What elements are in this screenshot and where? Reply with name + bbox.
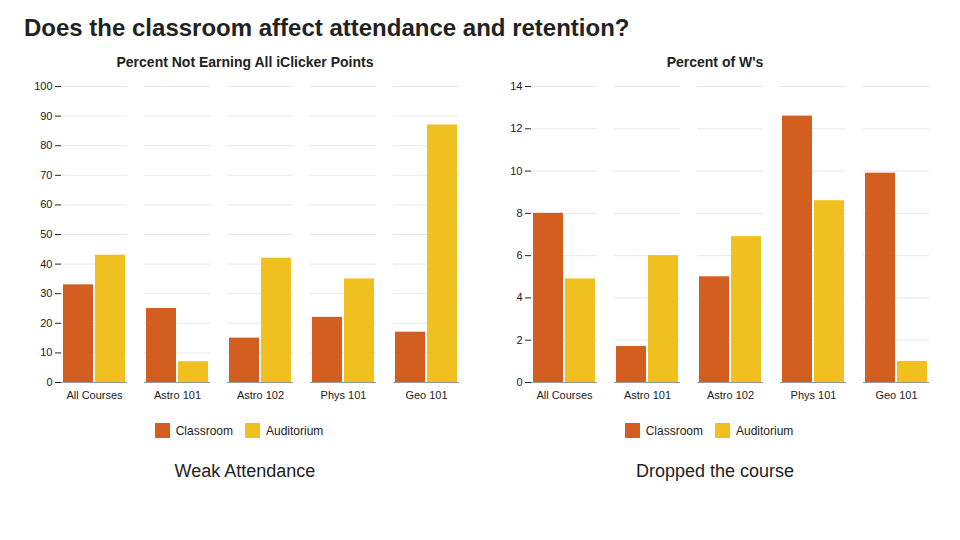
svg-text:2: 2 (516, 334, 522, 346)
svg-text:Geo 101: Geo 101 (875, 389, 917, 401)
html-text:Weak Attendance: Weak Attendance (174, 461, 316, 481)
svg-text:0: 0 (46, 376, 52, 388)
svg-text:10: 10 (510, 165, 522, 177)
html-text:Auditorium: Auditorium (266, 423, 324, 438)
svg-text:0: 0 (516, 376, 522, 388)
svg-text:50: 50 (40, 228, 52, 240)
svg-text:12: 12 (510, 122, 522, 134)
svg-text:Astro 102: Astro 102 (237, 389, 284, 401)
svg-text:Astro 102: Astro 102 (707, 389, 754, 401)
svg-text:70: 70 (40, 169, 52, 181)
svg-text:Astro 101: Astro 101 (154, 389, 201, 401)
html-text:Dropped the course: Dropped the course (635, 461, 794, 481)
html-text:Auditorium: Auditorium (736, 423, 794, 438)
svg-text:60: 60 (40, 198, 52, 210)
svg-text:80: 80 (40, 139, 52, 151)
svg-text:All Courses: All Courses (66, 389, 123, 401)
svg-text:100: 100 (34, 80, 52, 92)
svg-text:Geo 101: Geo 101 (405, 389, 447, 401)
svg-text:4: 4 (516, 291, 522, 303)
html-text:Percent Not Earning All iClick: Percent Not Earning All iClicker Points (116, 54, 374, 70)
html-text:Classroom: Classroom (645, 423, 703, 438)
svg-text:14: 14 (510, 80, 522, 92)
svg-text:20: 20 (40, 317, 52, 329)
html-text:Percent of W's: Percent of W's (666, 54, 764, 70)
svg-text:90: 90 (40, 110, 52, 122)
svg-text:Astro 101: Astro 101 (624, 389, 671, 401)
svg-text:8: 8 (516, 207, 522, 219)
html-text:Classroom: Classroom (175, 423, 233, 438)
svg-text:Phys 101: Phys 101 (791, 389, 837, 401)
html-text:Does the classroom affect atte: Does the classroom affect attendance and… (24, 14, 630, 41)
svg-text:30: 30 (40, 287, 52, 299)
svg-text:10: 10 (40, 346, 52, 358)
svg-text:40: 40 (40, 258, 52, 270)
svg-text:Phys 101: Phys 101 (321, 389, 367, 401)
svg-text:6: 6 (516, 249, 522, 261)
svg-text:All Courses: All Courses (536, 389, 593, 401)
